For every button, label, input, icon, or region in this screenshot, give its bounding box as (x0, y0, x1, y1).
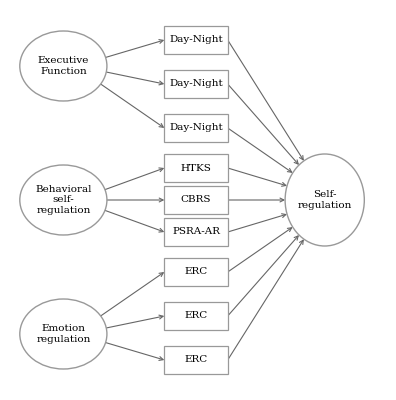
Text: Self-
regulation: Self- regulation (297, 190, 352, 210)
FancyBboxPatch shape (164, 154, 228, 182)
Text: PSRA-AR: PSRA-AR (172, 228, 220, 236)
FancyBboxPatch shape (164, 346, 228, 374)
Text: ERC: ERC (185, 312, 208, 320)
Text: ERC: ERC (185, 356, 208, 364)
FancyBboxPatch shape (164, 186, 228, 214)
Text: ERC: ERC (185, 268, 208, 276)
FancyBboxPatch shape (164, 258, 228, 286)
FancyBboxPatch shape (164, 70, 228, 98)
FancyBboxPatch shape (164, 302, 228, 330)
Ellipse shape (20, 299, 107, 369)
Text: Behavioral
self-
regulation: Behavioral self- regulation (35, 185, 91, 215)
Ellipse shape (285, 154, 364, 246)
Text: Day-Night: Day-Night (169, 80, 223, 88)
Text: Day-Night: Day-Night (169, 124, 223, 132)
Text: Emotion
regulation: Emotion regulation (36, 324, 91, 344)
FancyBboxPatch shape (164, 218, 228, 246)
FancyBboxPatch shape (164, 114, 228, 142)
Ellipse shape (20, 31, 107, 101)
Ellipse shape (20, 165, 107, 235)
FancyBboxPatch shape (164, 26, 228, 54)
Text: Day-Night: Day-Night (169, 36, 223, 44)
Text: HTKS: HTKS (181, 164, 211, 172)
Text: CBRS: CBRS (181, 196, 211, 204)
Text: Executive
Function: Executive Function (38, 56, 89, 76)
